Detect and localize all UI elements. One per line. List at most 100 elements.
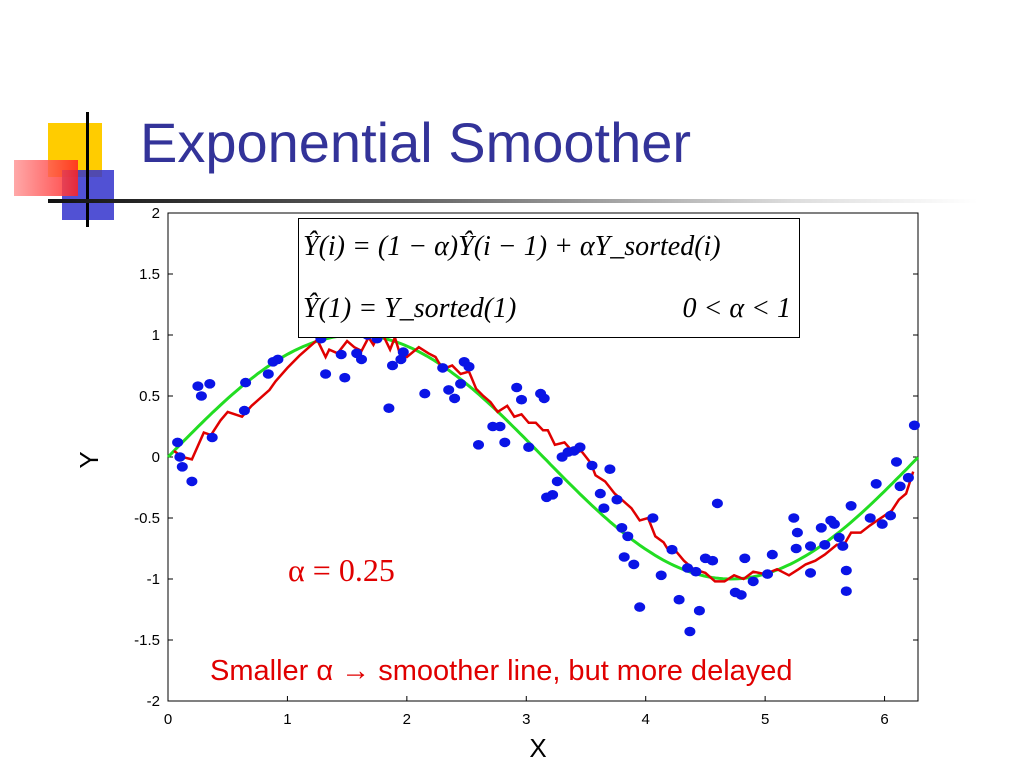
data-point [598,503,610,513]
x-tick-label: 5 [761,711,769,728]
deco-vertical-line [86,112,89,227]
data-point [551,476,563,487]
y-tick-label: 0.5 [139,388,160,405]
alpha-value-label: α = 0.25 [288,552,395,588]
formula-initial: Ŷ(1) = Y_sorted(1) [303,293,517,324]
data-point [516,394,527,405]
data-point [690,566,702,577]
data-point [240,377,252,388]
formula-box: Ŷ(i) = (1 − α)Ŷ(i − 1) + αY_sorted(i) Ŷ(… [298,218,800,338]
data-point [735,590,747,600]
data-point [176,462,188,472]
y-tick-label: 1 [152,327,160,344]
data-point [766,549,778,560]
data-point [547,490,559,500]
data-point [172,437,184,448]
formula-constraint: 0 < α < 1 [682,293,792,324]
data-point [747,576,759,587]
data-point [238,405,250,416]
data-point [437,363,449,373]
data-point [395,354,407,365]
formula-recursion: Ŷ(i) = (1 − α)Ŷ(i − 1) + αY_sorted(i) [303,231,721,262]
data-point [902,472,914,483]
data-point [634,602,646,612]
x-tick-label: 0 [164,711,172,728]
data-point [574,442,586,453]
data-point [828,519,840,529]
data-point [511,382,523,393]
data-point [174,452,186,462]
data-point [673,594,685,605]
y-tick-label: -2 [147,693,160,710]
deco-horizontal-line [48,199,978,203]
data-point [594,488,606,499]
data-point [876,519,888,529]
y-tick-label: 0 [152,449,160,466]
data-point [604,464,616,475]
data-point [272,354,284,365]
data-point [499,437,511,448]
data-point [195,391,207,401]
data-point [618,552,630,562]
data-point [885,510,896,521]
data-point [616,523,628,533]
data-point [815,523,827,533]
data-point [339,372,351,383]
data-point [666,544,678,555]
caption-text: Smaller α → smoother line, but more dela… [210,655,793,687]
data-point [684,626,696,637]
data-point [628,559,640,570]
data-point [419,388,431,399]
data-point [870,479,882,489]
data-point [805,568,816,578]
data-point [523,442,535,453]
data-point [894,481,906,492]
data-point [805,541,816,551]
data-point [891,457,902,467]
data-point [206,432,218,443]
data-point [837,541,849,551]
y-tick-label: -1 [147,571,160,588]
data-point [383,403,395,414]
data-point [682,563,693,573]
data-point [473,440,484,450]
data-point [693,605,705,616]
y-tick-label: 1.5 [139,266,160,283]
data-point [840,565,852,576]
data-point [494,421,506,432]
x-tick-label: 4 [642,711,650,728]
deco-red-square [14,160,78,196]
data-point [845,501,857,511]
true-curve-line [166,333,920,581]
data-point [443,385,455,395]
data-point [840,586,852,596]
y-tick-label: 2 [152,205,160,222]
data-point [622,531,634,542]
data-point [204,379,216,389]
data-point [262,369,274,379]
data-point [449,393,461,404]
y-tick-label: -1.5 [134,632,160,649]
data-point [739,553,751,564]
data-point [455,379,467,389]
data-point [538,393,550,404]
data-point [586,460,598,471]
data-point [655,570,667,581]
data-point [192,381,204,392]
data-point [790,543,802,554]
data-point [707,555,719,566]
data-point [320,369,332,379]
smoothed-line [173,333,915,583]
data-point [819,540,831,550]
data-point [387,360,398,371]
x-axis-label: X [529,733,546,763]
data-point [335,349,347,360]
data-point [711,498,723,509]
data-point [864,513,876,523]
slide-title: Exponential Smoother [140,111,692,174]
data-point [186,476,198,487]
data-point [463,361,475,372]
x-tick-label: 3 [522,711,530,728]
x-tick-label: 2 [403,711,411,728]
